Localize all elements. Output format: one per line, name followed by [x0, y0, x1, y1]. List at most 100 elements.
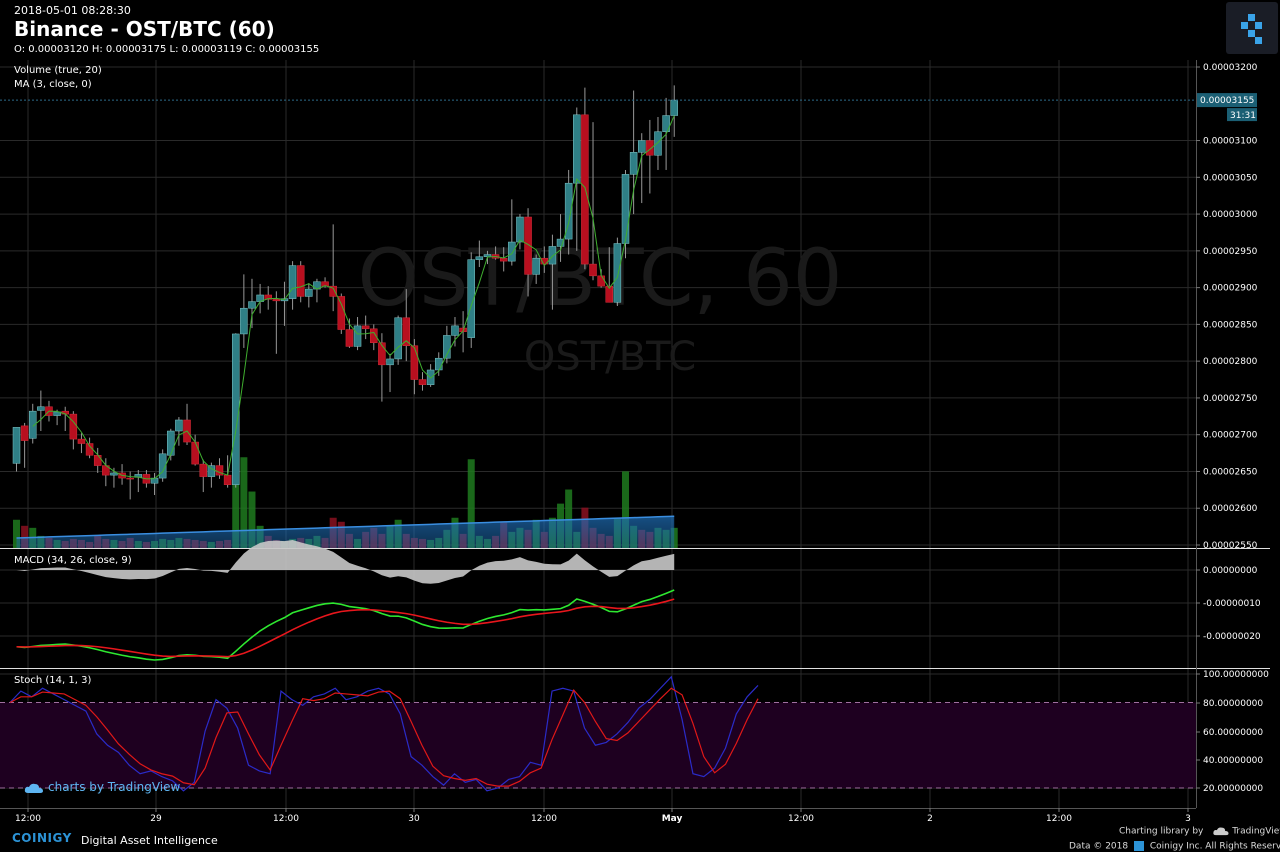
- candle-body: [305, 288, 313, 297]
- candle-body: [337, 296, 346, 330]
- candle-body: [158, 453, 167, 479]
- candle-body: [191, 441, 199, 465]
- candle-body: [207, 465, 216, 477]
- candle-body: [288, 265, 297, 299]
- signal-line: [16, 598, 675, 658]
- price-tick-label: 0.00002850: [1203, 320, 1258, 330]
- macd-tick-label: 0.00000000: [1203, 566, 1258, 576]
- candle-body: [175, 419, 183, 432]
- candle-body: [69, 413, 78, 440]
- candle-body: [581, 114, 589, 265]
- candle-body: [637, 140, 646, 153]
- price-tick-label: 0.00002700: [1203, 431, 1258, 441]
- volume-bar: [565, 489, 573, 548]
- candle-body: [532, 257, 540, 275]
- coinigy-cube-icon: [1241, 14, 1262, 44]
- candle-body: [629, 152, 638, 175]
- candle-body: [573, 114, 581, 184]
- candle-body: [499, 257, 508, 262]
- candle-body: [516, 216, 524, 243]
- current-price-badge: [1197, 93, 1257, 108]
- copyright-notice: Data © 2018 Coinigy Inc. All Rights Rese…: [1069, 841, 1280, 852]
- coinigy-small-icon: [1134, 841, 1144, 851]
- stoch-tick-label: 100.00000000: [1203, 670, 1269, 680]
- candle-body: [646, 140, 654, 156]
- volume-bar: [622, 471, 629, 548]
- candle-body: [386, 358, 394, 366]
- volume-bar: [21, 525, 29, 548]
- candle-body: [654, 131, 662, 156]
- coinigy-brand[interactable]: COINIGY: [12, 831, 72, 845]
- candle-body: [410, 345, 419, 380]
- candle-body: [296, 265, 305, 297]
- cloud-icon: [1213, 827, 1229, 836]
- price-tick-label: 0.00003200: [1203, 63, 1258, 73]
- countdown-label: 31:31: [1230, 111, 1256, 121]
- candle-body: [597, 275, 605, 287]
- candle-body: [240, 307, 248, 335]
- stoch-band: [0, 702, 1196, 788]
- candle-body: [613, 243, 622, 303]
- current-price-label: 0.00003155: [1200, 96, 1254, 106]
- candle-body: [264, 294, 272, 300]
- ohlc-readout: O: 0.00003120 H: 0.00003175 L: 0.0000311…: [14, 44, 320, 55]
- candle-body: [37, 406, 45, 411]
- coinigy-logo-button[interactable]: [1226, 2, 1278, 54]
- candle-body: [394, 317, 402, 360]
- chart-title: Binance - OST/BTC (60): [14, 17, 275, 41]
- ma-indicator-label[interactable]: MA (3, close, 0): [14, 79, 92, 90]
- candle-body: [370, 328, 378, 344]
- time-tick-label: 3: [1185, 814, 1191, 824]
- price-tick-label: 0.00002650: [1203, 467, 1258, 477]
- stoch-tick-label: 20.00000000: [1203, 784, 1263, 794]
- candle-body: [353, 325, 362, 347]
- charting-by-text: Charting library by: [1119, 826, 1204, 837]
- candle-body: [564, 182, 573, 240]
- candle-body: [272, 299, 281, 302]
- time-tick-label: May: [662, 814, 683, 824]
- price-tick-label: 0.00003000: [1203, 210, 1258, 220]
- stoch-tick-label: 80.00000000: [1203, 699, 1263, 709]
- price-tick-label: 0.00002550: [1203, 541, 1258, 551]
- time-tick-label: 29: [150, 814, 162, 824]
- candle-body: [248, 301, 256, 309]
- charting-brand-text: TradingView: [1232, 826, 1280, 837]
- candle-body: [670, 99, 678, 116]
- candle-body: [167, 430, 175, 456]
- candle-body: [12, 427, 21, 464]
- candle-body: [93, 455, 102, 466]
- candle-body: [475, 256, 484, 260]
- stoch-tick-label: 60.00000000: [1203, 728, 1263, 738]
- time-tick-label: 12:00: [531, 814, 557, 824]
- candle-body: [451, 325, 459, 336]
- volume-ma-line: [16, 515, 675, 539]
- copyright-post: Coinigy Inc. All Rights Reserved.: [1149, 841, 1280, 852]
- candle-body: [605, 285, 614, 303]
- candle-body: [199, 463, 208, 477]
- time-axis: 12:00 29 12:00 30 12:00 May 12:00 2 12:00 3: [15, 808, 1191, 824]
- time-tick-label: 12:00: [15, 814, 41, 824]
- candle-body: [434, 357, 443, 371]
- candle-body: [77, 438, 86, 444]
- stoch-indicator-label[interactable]: Stoch (14, 1, 3): [14, 675, 92, 686]
- volume-bar: [13, 519, 20, 548]
- macd-indicator-label[interactable]: MACD (34, 26, close, 9): [14, 555, 132, 566]
- volume-bars: [13, 427, 678, 548]
- stoch-d-line: [9, 687, 759, 787]
- macd-histogram: [16, 540, 675, 584]
- candle-body: [126, 477, 134, 480]
- tradingview-link[interactable]: charts by TradingView: [24, 780, 180, 794]
- candle-body: [418, 379, 427, 385]
- candle-body: [345, 329, 354, 347]
- time-tick-label: 12:00: [1046, 814, 1072, 824]
- charting-library-credit[interactable]: Charting library by TradingView: [1119, 826, 1280, 837]
- candle-body: [556, 238, 565, 247]
- candle-body: [621, 174, 630, 244]
- volume-indicator-label[interactable]: Volume (true, 20): [14, 65, 102, 76]
- candle-body: [443, 335, 451, 359]
- stoch-tick-label: 40.00000000: [1203, 756, 1263, 766]
- candle-body: [426, 369, 435, 385]
- macd-pane: [16, 540, 675, 661]
